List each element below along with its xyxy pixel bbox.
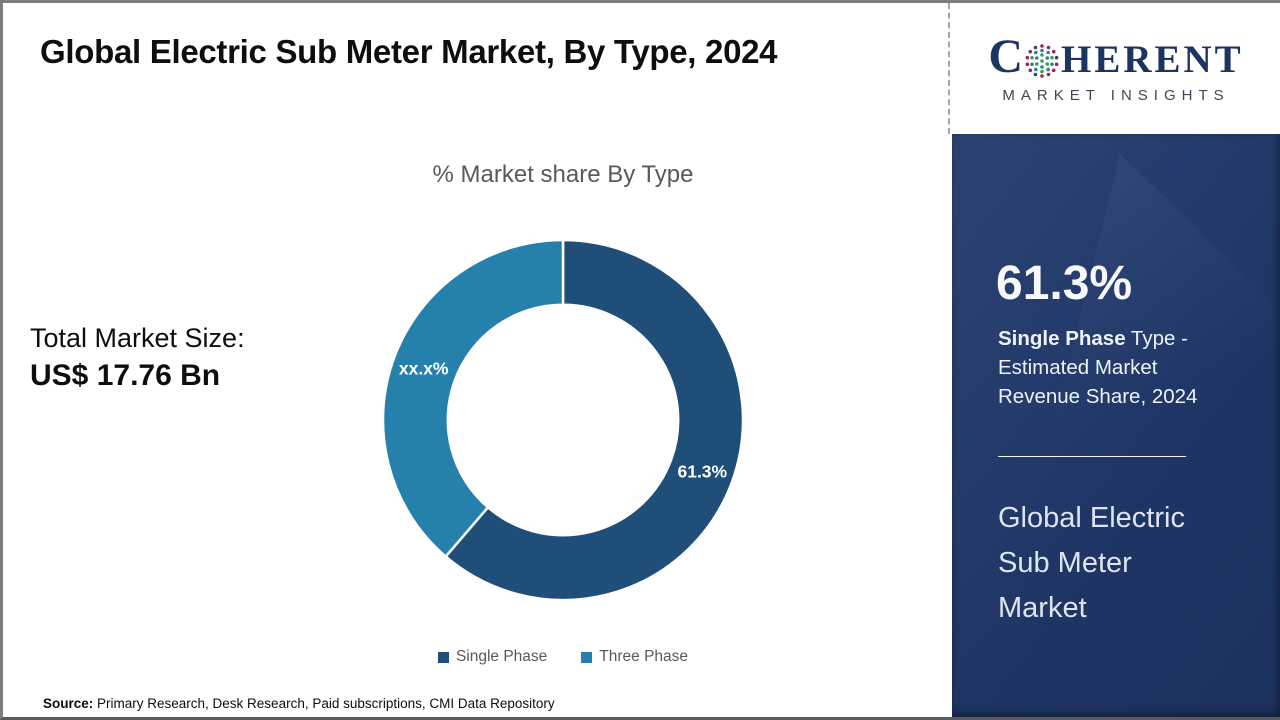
source-text: Primary Research, Desk Research, Paid su…: [93, 696, 555, 711]
donut-slice-label: 61.3%: [677, 462, 727, 482]
highlight-line2: Estimated Market: [998, 356, 1158, 379]
legend-label: Single Phase: [455, 648, 548, 665]
logo-wordmark: C HERENT: [988, 33, 1243, 81]
highlight-line1-rest: Type -: [1125, 327, 1188, 350]
highlight-line3: Revenue Share, 2024: [998, 385, 1198, 408]
chart-title: % Market share By Type: [432, 161, 694, 188]
logo-letters-rest: HERENT: [1060, 38, 1244, 81]
chart-legend: Single Phase Three Phase: [283, 648, 843, 666]
dashed-divider: [948, 3, 950, 134]
legend-item-single-phase: Single Phase: [437, 648, 548, 666]
highlight-share-value: 61.3%: [996, 257, 1133, 310]
market-name-line2: Sub Meter: [998, 547, 1132, 579]
sidebar-divider-line: [998, 456, 1186, 457]
legend-swatch-icon: [581, 651, 593, 663]
highlight-description: Single Phase Type - Estimated Market Rev…: [998, 324, 1220, 411]
source-label: Source:: [43, 696, 94, 711]
donut-slice-label: xx.x%: [399, 358, 449, 378]
donut-chart: 61.3% xx.x%: [380, 237, 746, 603]
legend-label: Three Phase: [599, 648, 689, 665]
panel-texture-shape: [1042, 154, 1280, 474]
market-name: Global Electric Sub Meter Market: [998, 496, 1185, 631]
sidebar-panel: 61.3% Single Phase Type - Estimated Mark…: [952, 134, 1280, 717]
donut-slice-three-phase: [381, 238, 565, 558]
donut-chart-svg: 61.3% xx.x%: [381, 238, 745, 602]
legend-swatch-icon: [437, 651, 449, 663]
donut-slice-single-phase: [444, 238, 745, 602]
market-name-line3: Market: [998, 592, 1087, 624]
total-market-size-label: Total Market Size:: [30, 323, 245, 353]
legend-item-three-phase: Three Phase: [581, 648, 688, 666]
logo-subtitle: MARKET INSIGHTS: [1002, 87, 1230, 104]
market-name-line1: Global Electric: [998, 502, 1185, 534]
source-note: Source: Primary Research, Desk Research,…: [43, 696, 555, 711]
brand-logo: C HERENT MARKET INSIGHTS: [952, 3, 1280, 134]
logo-letter-c: C: [988, 30, 1023, 83]
highlight-segment-name: Single Phase: [998, 327, 1126, 350]
globe-dots-icon: [1025, 44, 1059, 78]
page-title: Global Electric Sub Meter Market, By Typ…: [40, 33, 778, 70]
total-market-size-block: Total Market Size: US$ 17.76 Bn: [30, 323, 245, 393]
total-market-size-value: US$ 17.76 Bn: [30, 359, 221, 392]
sidebar: C HERENT MARKET INSIGHTS 61.3% Single Ph…: [948, 3, 1280, 717]
